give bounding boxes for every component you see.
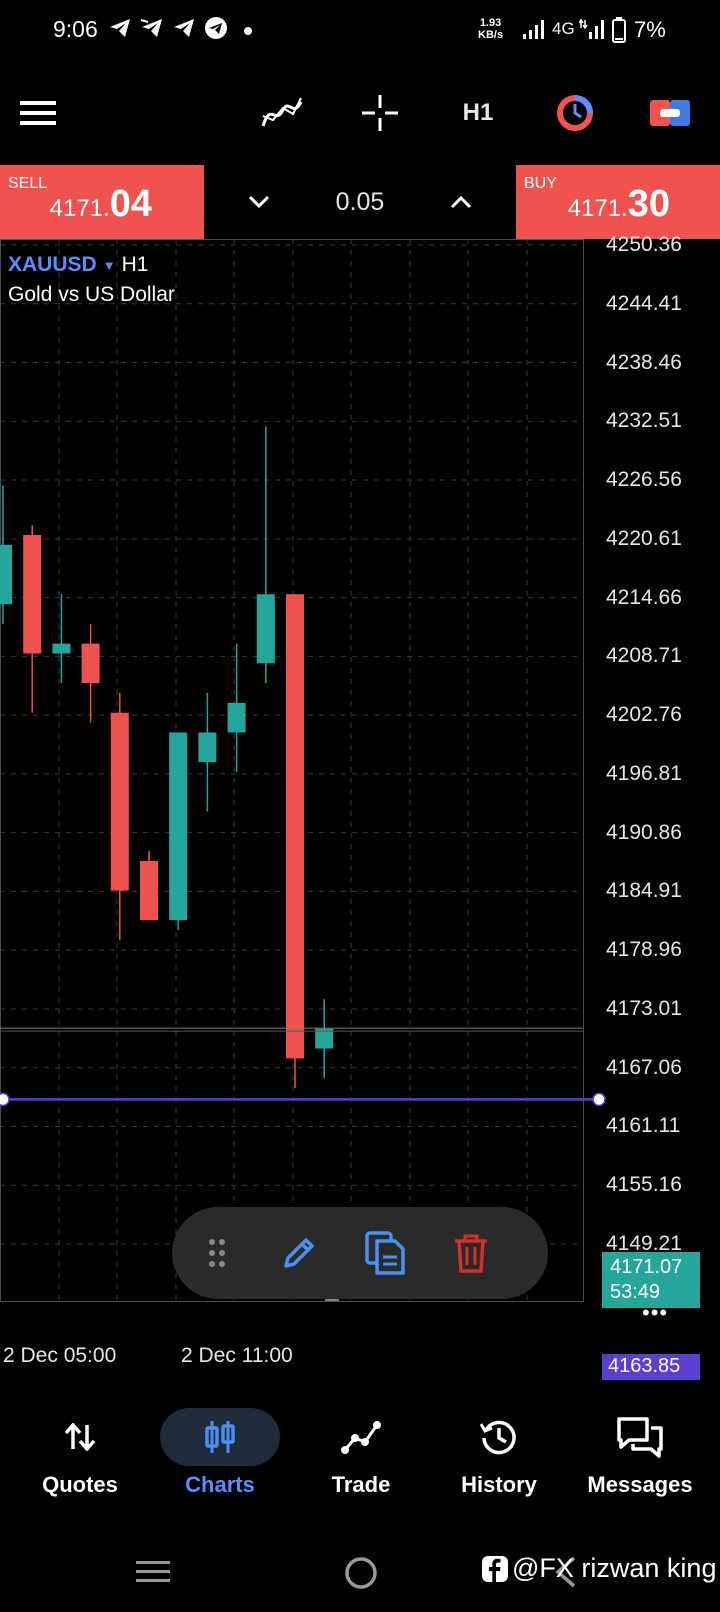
symbol-timeframe: H1 [121,253,149,276]
system-navigation [0,1540,720,1612]
symbol-header[interactable]: XAUUSD ▼ H1 [8,253,148,277]
battery-icon [612,17,626,43]
watermark: @FX rizwan king [482,1553,716,1584]
symbol-name[interactable]: XAUUSD [8,253,97,276]
candle-body [52,643,71,654]
line-handle-right [592,1092,606,1107]
price-axis-label: 4196.81 [606,761,682,785]
bottom-navigation: Quotes Charts Trade History Messages [0,1400,720,1520]
chart-toolbar: H1 [0,75,720,150]
price-axis-label: 4161.11 [606,1114,681,1138]
candle-body [81,643,100,684]
telegram-icon [174,19,194,37]
candle-body [140,860,158,921]
notification-icons [108,16,228,40]
recents-icon[interactable] [136,1558,170,1586]
hamburger-icon[interactable] [14,75,62,150]
candle-body [169,732,188,921]
candle-body [0,544,12,605]
price-axis-label: 4208.71 [606,644,682,668]
candle-body [227,702,246,733]
price-axis-label: 4155.16 [606,1173,682,1197]
price-axis-label: 4178.96 [606,938,682,962]
history-icon [439,1408,559,1466]
price-axis-label: 4184.91 [606,879,682,903]
pencil-icon[interactable] [274,1229,324,1277]
time-label: 2 Dec 05:00 [3,1344,117,1367]
facebook-icon [482,1555,508,1582]
sell-button[interactable]: SELL 4171. 04 [0,165,204,239]
back-icon[interactable] [554,1556,578,1588]
one-click-trading-icon[interactable] [550,75,600,150]
sell-price: 4171. 04 [49,183,152,225]
time-label: 2 Dec 11:00 [181,1344,293,1367]
price-axis-label: 4214.66 [606,585,682,609]
candle-body [315,1028,334,1049]
volume-increase-chevron-up-icon[interactable] [450,195,472,209]
symbol-dropdown-icon[interactable]: ▼ [102,257,116,273]
quotes-icon [20,1408,140,1466]
price-axis-label: 4220.61 [606,526,682,550]
crosshair-icon[interactable] [356,75,404,150]
price-axis-label: 4226.56 [606,468,682,492]
current-price-label: 4171.07 53:49 [602,1252,700,1308]
charts-icon [160,1408,280,1466]
price-axis-label: 4149.21 [606,1232,682,1255]
price-axis-label: 4244.41 [606,291,682,315]
price-chart[interactable]: XAUUSD ▼ H1 Gold vs US Dollar 4250.36 424… [0,233,720,1380]
price-axis-label: 4167.06 [606,1055,682,1079]
price-axis-label: 4232.51 [606,409,682,433]
price-axis-label: 4173.01 [606,996,682,1020]
messages-icon [580,1408,700,1466]
price-axis-label: 4190.86 [606,820,682,844]
volume-value[interactable]: 0.05 [335,187,385,216]
candle-body [198,732,217,763]
status-time: 9:06 [53,16,98,42]
battery-percent: 7% [634,17,666,42]
price-axis-label: 4250.36 [606,233,682,256]
network-type: 4G [552,19,575,38]
telegram-icon [110,19,130,37]
telegram-circle-icon [205,17,227,39]
candlestick-chart[interactable] [0,239,720,1339]
candle-body [256,594,275,664]
nav-history[interactable]: History [429,1400,569,1520]
sell-label: SELL [8,175,48,192]
volume-selector: 0.05 [204,165,516,239]
volume-decrease-chevron-down-icon[interactable] [248,195,270,209]
trade-icon [301,1408,421,1466]
more-notifications-dot [244,27,252,35]
trash-icon[interactable] [446,1229,496,1277]
indicators-icon[interactable] [258,75,306,150]
nav-quotes[interactable]: Quotes [10,1400,150,1520]
candle-body [286,594,304,1059]
timeframe-button[interactable]: H1 [462,98,494,126]
status-bar: 9:06 1.93 KB/s 4G 7% [0,0,720,60]
candle-body [110,712,129,891]
horizontal-line-price-label: 4163.85 [602,1354,700,1380]
network-speed: 1.93 KB/s [478,17,504,41]
nav-messages[interactable]: Messages [570,1400,710,1520]
object-toolbar [172,1207,548,1299]
symbol-description: Gold vs US Dollar [8,283,175,306]
nav-charts[interactable]: Charts [150,1400,290,1520]
buy-button[interactable]: BUY 4171. 30 [516,165,720,239]
copy-icon[interactable] [360,1229,410,1277]
plot-border [0,239,584,1302]
buy-label: BUY [524,175,557,192]
signal-icon [523,20,544,39]
objects-icon[interactable] [646,75,694,150]
line-handle-left [0,1092,10,1107]
candle-body [23,534,42,654]
signal-2-icon [579,18,604,39]
price-axis-label: 4238.46 [606,350,682,374]
price-axis-label: 4202.76 [606,703,682,727]
nav-trade[interactable]: Trade [291,1400,431,1520]
buy-price: 4171. 30 [567,183,670,225]
more-options-icon[interactable]: ••• [642,1300,669,1325]
trade-panel: SELL 4171. 04 0.05 BUY 4171. 30 [0,165,720,239]
telegram-x-icon [140,19,162,37]
home-icon[interactable] [344,1556,378,1590]
drag-handle-icon[interactable] [192,1229,242,1277]
